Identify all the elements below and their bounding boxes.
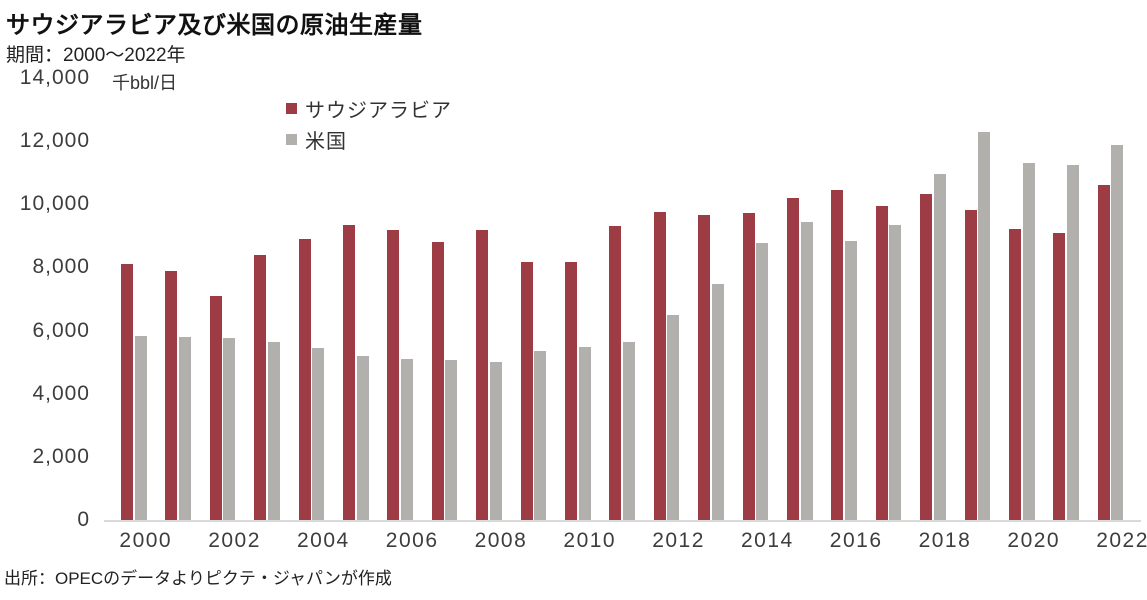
saudi-bar (520, 262, 533, 520)
saudi-bar (831, 190, 844, 520)
saudi-bar (742, 213, 755, 520)
us-bar (134, 336, 147, 520)
y-tick-label: 10,000 (19, 192, 90, 216)
y-tick-label: 6,000 (32, 318, 90, 342)
us-bar (578, 347, 591, 520)
us-bar (622, 342, 635, 520)
saudi-bar (254, 255, 267, 520)
x-tick-label: 2000 (119, 529, 173, 552)
us-bar (978, 132, 991, 520)
us-bar (711, 284, 724, 520)
us-bar (844, 241, 857, 520)
us-bar (1066, 165, 1079, 520)
us-bar (356, 356, 369, 520)
chart-period-subtitle: 期間：2000～2022年 (6, 45, 186, 66)
x-tick-label: 2002 (208, 529, 261, 552)
saudi-bar (1097, 185, 1110, 520)
x-tick-label: 2014 (740, 529, 794, 552)
us-bar (445, 360, 458, 520)
us-bar (223, 338, 236, 520)
us-bar (534, 351, 547, 520)
saudi-bar (476, 230, 489, 520)
y-tick-label: 0 (77, 508, 90, 531)
saudi-bar (875, 206, 888, 520)
saudi-bar (565, 262, 577, 520)
y-tick-label: 2,000 (32, 444, 90, 468)
saudi-bar (209, 296, 222, 520)
us-bar (178, 337, 191, 520)
y-tick-label: 14,000 (19, 66, 90, 89)
page-title: サウジアラビア及び米国の原油生産量 (6, 12, 423, 39)
x-tick-label: 2004 (296, 529, 350, 552)
us-bar (889, 225, 902, 520)
x-tick-label: 2018 (918, 529, 972, 552)
saudi-legend-swatch-icon (286, 102, 297, 114)
us-bar (667, 315, 680, 520)
x-tick-label: 2008 (474, 529, 528, 552)
saudi-bar (609, 226, 622, 520)
saudi-bar (165, 271, 178, 520)
y-tick-label: 8,000 (32, 255, 90, 279)
x-axis-baseline (104, 520, 1141, 522)
us-bar (933, 174, 946, 520)
saudi-bar (964, 210, 977, 520)
saudi-bar (1009, 229, 1021, 520)
us-bar (267, 342, 280, 520)
us-bar (489, 362, 502, 520)
chart-legend: サウジアラビア 米国 (286, 97, 452, 159)
saudi-bar (343, 225, 355, 520)
saudi-bar (787, 198, 799, 520)
x-tick-label: 2012 (652, 529, 705, 552)
source-note: 出所：OPECのデータよりピクテ・ジャパンが作成 (4, 569, 392, 588)
saudi-bar (387, 230, 400, 520)
legend-label-us: 米国 (305, 130, 347, 153)
us-bar (400, 359, 413, 520)
us-bar (1022, 163, 1035, 520)
saudi-bar (653, 212, 666, 520)
x-tick-label: 2020 (1007, 529, 1061, 552)
us-legend-swatch-icon (286, 133, 297, 145)
legend-item-saudi: サウジアラビア (286, 97, 452, 122)
legend-item-us: 米国 (286, 128, 452, 153)
us-bar (1111, 145, 1124, 520)
saudi-bar (298, 239, 311, 520)
x-tick-label: 2010 (563, 529, 617, 552)
legend-label-saudi: サウジアラビア (305, 99, 452, 122)
y-tick-label: 4,000 (32, 381, 90, 405)
x-tick-label: 2022 (1096, 529, 1147, 552)
saudi-bar (1053, 233, 1066, 520)
us-bar (312, 348, 325, 520)
x-tick-label: 2016 (829, 529, 883, 552)
y-tick-label: 12,000 (19, 129, 90, 153)
us-bar (756, 243, 769, 520)
saudi-bar (920, 194, 933, 520)
saudi-bar (698, 215, 711, 520)
saudi-bar (431, 242, 444, 520)
us-bar (800, 222, 813, 520)
saudi-bar (121, 264, 133, 520)
x-tick-label: 2006 (385, 529, 439, 552)
y-axis-unit-label: 千bbl/日 (112, 73, 178, 93)
